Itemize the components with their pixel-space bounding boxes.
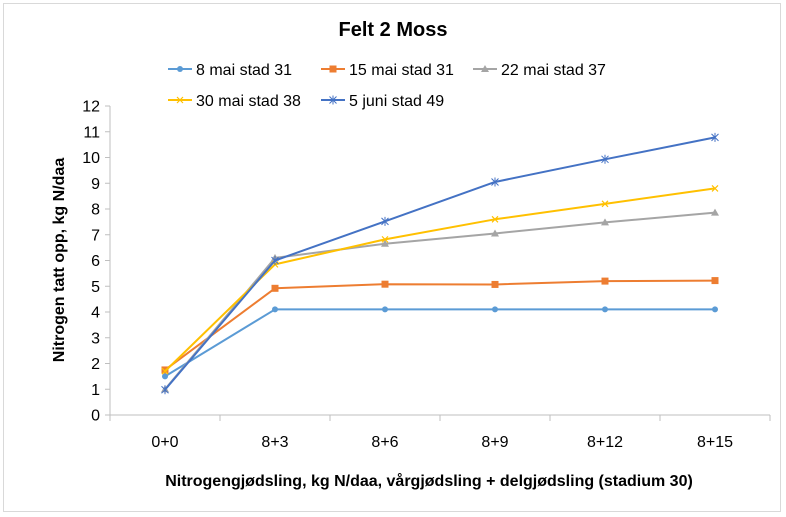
y-tick-label: 8 [91, 202, 100, 219]
legend-item: 15 mai stad 31 [321, 62, 454, 79]
legend-item: 5 juni stad 49 [321, 93, 444, 110]
legend-label: 5 juni stad 49 [349, 93, 444, 110]
legend-marker [176, 96, 184, 104]
data-point [162, 373, 168, 380]
data-point [271, 256, 279, 265]
data-point [601, 218, 609, 226]
series-line [164, 211, 716, 390]
data-point [382, 306, 388, 313]
y-tick-label: 10 [82, 150, 100, 167]
axes [105, 105, 771, 421]
series-4 [161, 184, 719, 375]
y-tick-label: 12 [82, 99, 100, 116]
data-point [271, 284, 279, 292]
data-point [491, 177, 499, 187]
legend-label: 22 mai stad 37 [501, 62, 606, 79]
x-tick-label: 8+15 [697, 434, 733, 451]
x-tick-label: 8+9 [481, 434, 508, 451]
data-point [491, 280, 499, 288]
legend-label: 30 mai stad 38 [196, 93, 301, 110]
data-point [601, 277, 609, 285]
y-tick-label: 3 [91, 330, 100, 347]
data-point [601, 200, 609, 208]
x-tick-label: 8+12 [587, 434, 623, 451]
y-axis-title: Nitrogen tatt opp, kg N/daa [51, 158, 68, 363]
legend-marker [329, 95, 337, 105]
y-tick-label: 4 [91, 305, 100, 322]
data-point [712, 306, 718, 313]
data-point [491, 229, 499, 237]
series-5 [161, 132, 719, 395]
y-tick-label: 1 [91, 382, 100, 399]
data-point [161, 385, 169, 395]
y-tick-label: 9 [91, 176, 100, 193]
data-point [711, 277, 719, 285]
data-point [161, 367, 169, 375]
y-tick-label: 7 [91, 227, 100, 244]
data-point [711, 208, 719, 216]
data-point [381, 239, 389, 247]
series-line [164, 136, 716, 391]
series-group [161, 132, 719, 395]
data-point [711, 184, 719, 192]
series-line [164, 308, 715, 378]
series-3 [161, 208, 719, 393]
legend-item: 8 mai stad 31 [168, 62, 292, 79]
series-line [164, 187, 716, 372]
legend-label: 15 mai stad 31 [349, 62, 454, 79]
x-tick-labels: 0+0 8+3 8+6 8+9 8+12 8+15 [151, 434, 733, 451]
legend-marker [329, 65, 337, 73]
data-point [602, 306, 608, 313]
x-axis-title: Nitrogengjødsling, kg N/daa, vårgjødslin… [165, 472, 693, 490]
legend: 8 mai stad 31 15 mai stad 31 22 mai stad 3… [168, 62, 606, 110]
y-tick-label: 5 [91, 279, 100, 296]
legend-marker [481, 65, 489, 72]
chart-frame [3, 3, 781, 512]
series-line [164, 279, 716, 371]
x-tick-label: 8+6 [371, 434, 398, 451]
y-tick-label: 6 [91, 253, 100, 270]
data-point [492, 306, 498, 313]
legend-label: 8 mai stad 31 [196, 62, 292, 79]
y-tick-label: 2 [91, 356, 100, 373]
data-point [381, 235, 389, 243]
legend-marker [177, 66, 183, 72]
y-tick-label: 11 [83, 124, 100, 141]
legend-item: 22 mai stad 37 [473, 62, 606, 79]
chart-title: Felt 2 Moss [339, 19, 448, 41]
data-point [491, 215, 499, 223]
y-tick-label: 0 [91, 408, 100, 425]
series-1 [162, 306, 718, 380]
legend-item: 30 mai stad 38 [168, 93, 301, 110]
series-2 [161, 277, 719, 374]
data-point [381, 216, 389, 226]
x-tick-label: 8+3 [261, 434, 288, 451]
x-tick-label: 0+0 [151, 434, 178, 451]
data-point [711, 132, 719, 142]
data-point [601, 154, 609, 164]
data-point [272, 306, 278, 313]
data-point [381, 280, 389, 288]
